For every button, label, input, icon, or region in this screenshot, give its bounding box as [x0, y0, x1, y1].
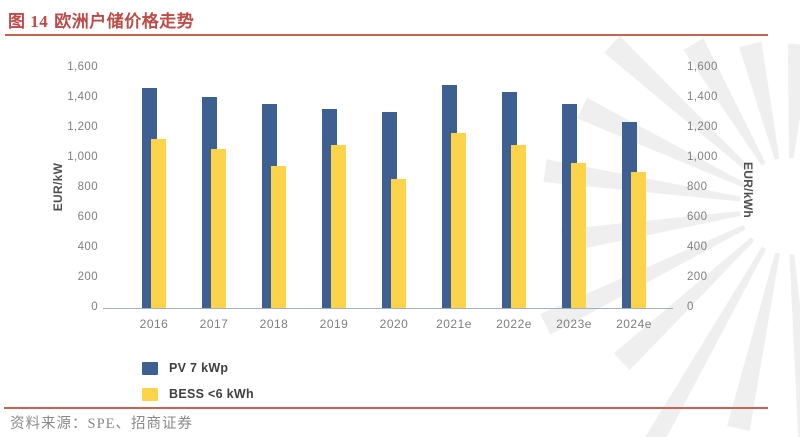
x-tick-label: 2024e: [616, 317, 652, 331]
y-tick-label-right: 600: [687, 211, 708, 223]
bar-bess-2018: [270, 165, 286, 308]
y-tick-label-right: 1,400: [687, 91, 718, 103]
x-tick-label: 2021e: [436, 317, 472, 331]
figure-title-text: 欧洲户储价格走势: [54, 12, 195, 31]
y-tick-label-left: 0: [91, 301, 98, 313]
x-tick-label: 2023e: [556, 317, 592, 331]
y-tick-label-left: 600: [77, 211, 98, 223]
x-tick-label: 2020: [379, 317, 409, 331]
y-tick-label-right: 1,000: [687, 151, 718, 163]
y-tick-label-left: 1,000: [67, 151, 98, 163]
y-tick-label-right: 200: [687, 271, 708, 283]
y-tick-label-left: 200: [77, 271, 98, 283]
footer-rule: [4, 407, 768, 409]
bar-bess-2019: [330, 144, 346, 308]
bar-bess-2020: [390, 179, 406, 308]
bar-bess-2023e: [570, 162, 586, 308]
bar-bess-2021e: [450, 132, 466, 308]
y-tick-label-left: 1,400: [67, 91, 98, 103]
y-tick-label-right: 1,200: [687, 121, 718, 133]
legend-label: PV 7 kWp: [169, 361, 229, 375]
y-tick-label-right: 1,600: [687, 61, 718, 73]
source-note: 资料来源：SPE、招商证券: [10, 416, 193, 432]
figure-number-label: 图 14: [8, 12, 49, 31]
x-tick-label: 2018: [259, 317, 289, 331]
bar-bess-2016: [150, 138, 166, 308]
figure-title: 图 14 欧洲户储价格走势: [8, 7, 194, 32]
bar-bess-2024e: [630, 171, 646, 308]
x-tick-label: 2017: [199, 317, 229, 331]
legend-swatch: [142, 361, 158, 375]
y-tick-label-left: 800: [77, 181, 98, 193]
x-tick-label: 2019: [319, 317, 349, 331]
x-axis-line: [103, 308, 673, 309]
legend-item: PV 7 kWp: [142, 360, 254, 376]
y-tick-label-left: 400: [77, 241, 98, 253]
legend-label: BESS <6 kWh: [169, 387, 254, 401]
x-tick-label: 2022e: [496, 317, 532, 331]
bar-bess-2017: [210, 149, 226, 308]
x-tick-label: 2016: [139, 317, 169, 331]
legend-swatch: [142, 387, 158, 401]
y-tick-label-right: 0: [687, 301, 694, 313]
title-underline: [5, 34, 768, 36]
y-tick-label-right: 400: [687, 241, 708, 253]
y-tick-label-left: 1,600: [67, 61, 98, 73]
legend-item: BESS <6 kWh: [142, 386, 254, 402]
bar-bess-2022e: [510, 144, 526, 308]
y-tick-label-right: 800: [687, 181, 708, 193]
chart-legend: PV 7 kWp BESS <6 kWh: [142, 360, 254, 412]
y-tick-label-left: 1,200: [67, 121, 98, 133]
